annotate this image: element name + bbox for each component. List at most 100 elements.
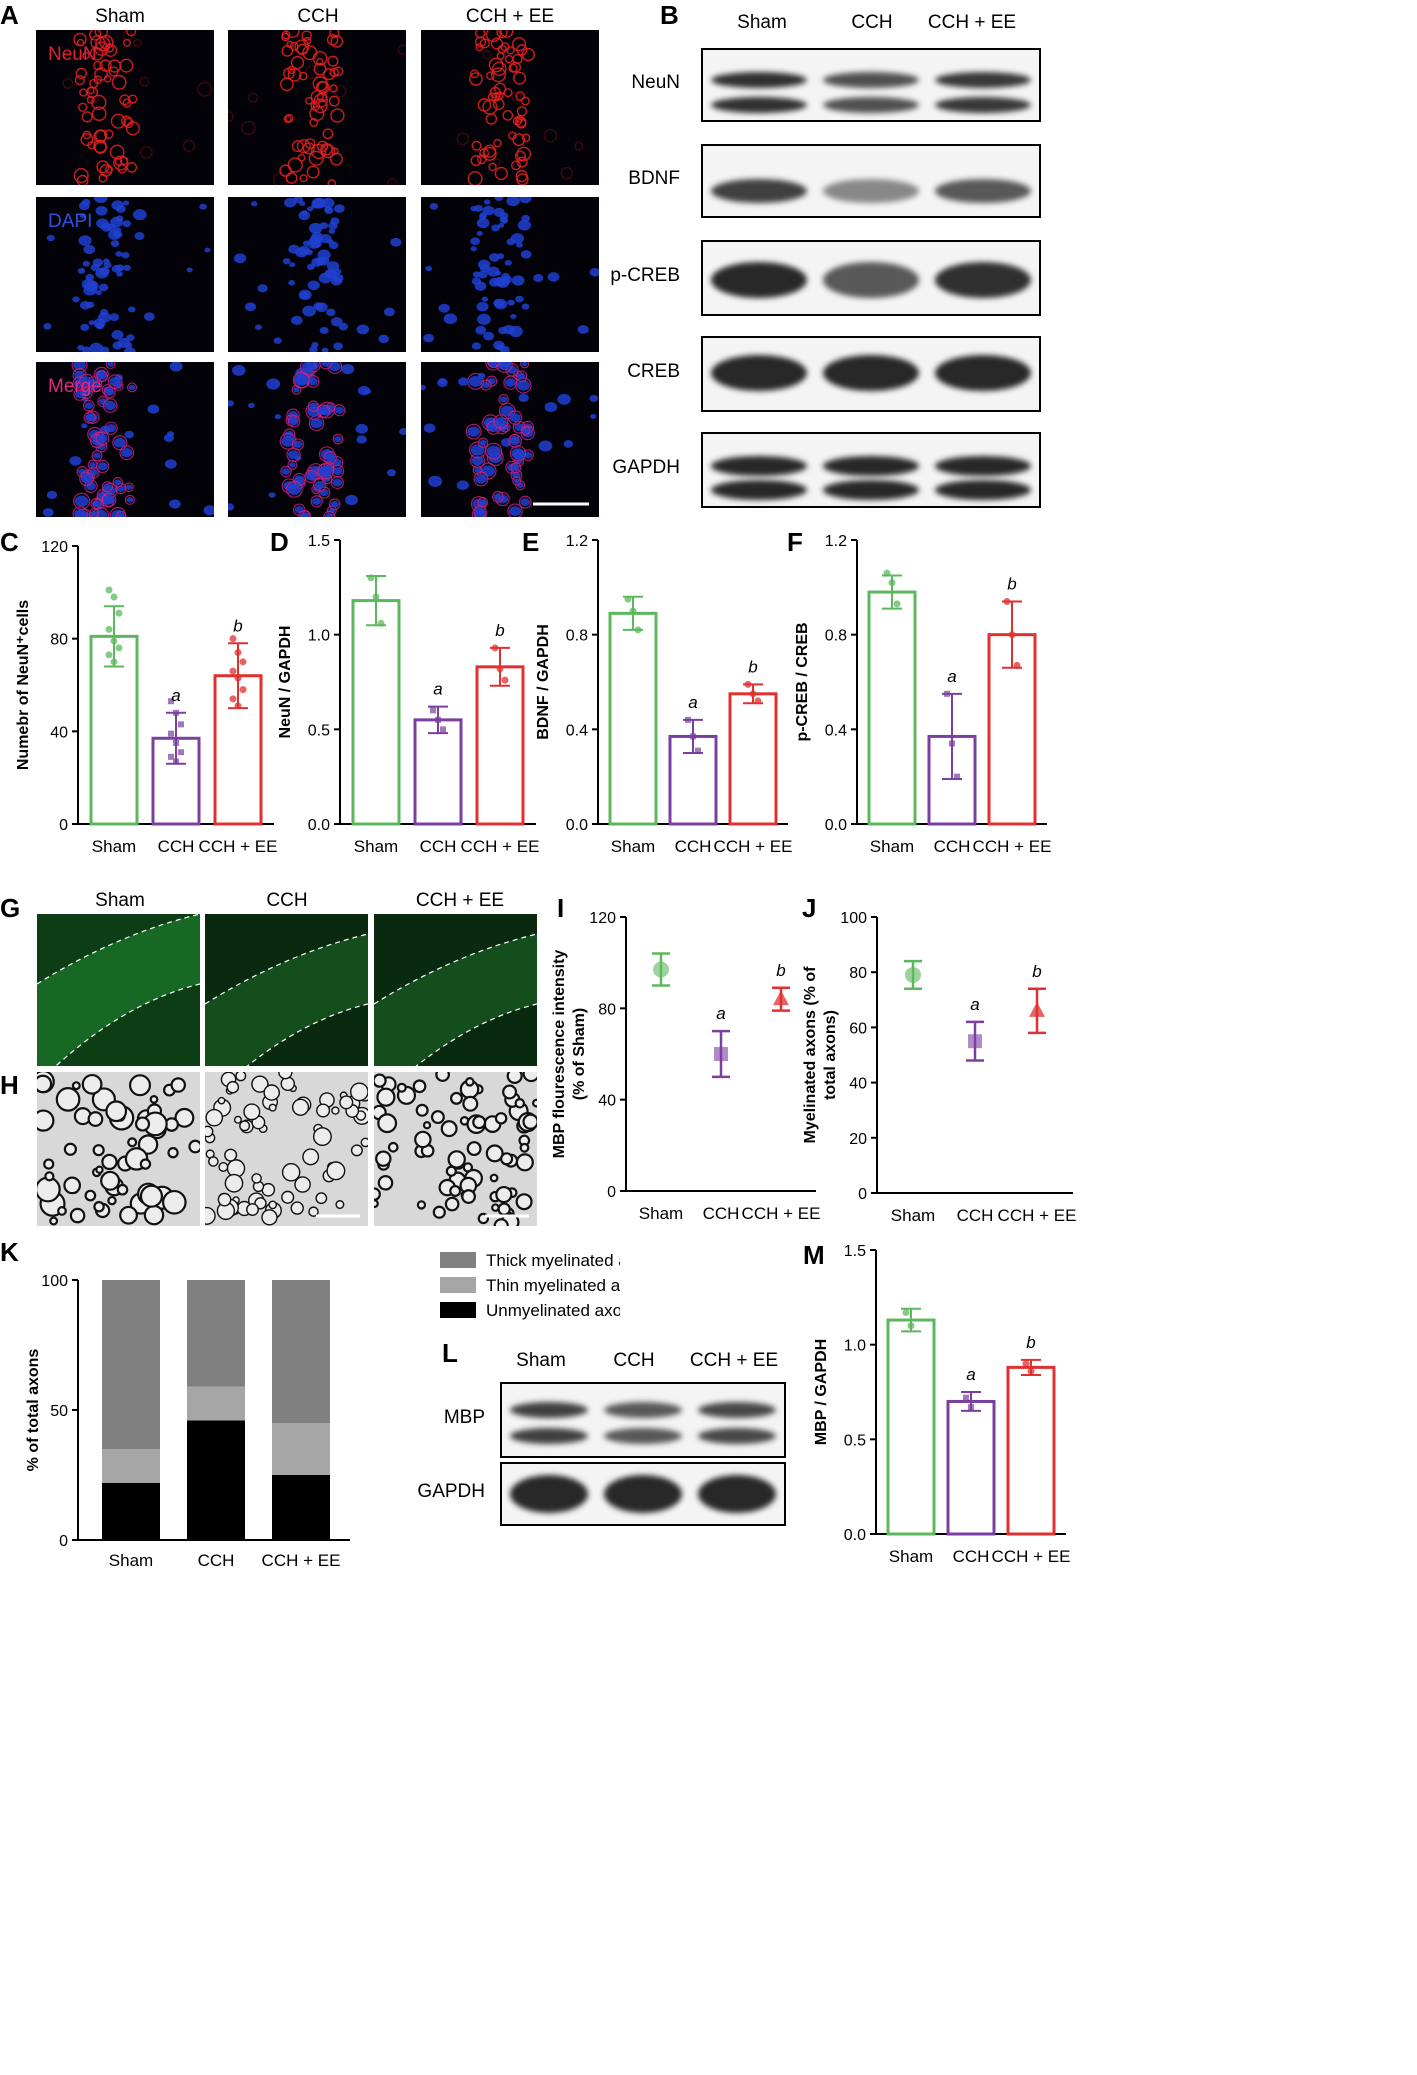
chart-d-neun-gapdh: 0.0 0.5 1.0 1.5 NeuN / GAPDH Sham a CCH b CCH + E… — [277, 533, 539, 856]
merge-nucleus — [355, 423, 368, 434]
data-point — [944, 690, 950, 697]
panel-label-l: L — [442, 1338, 458, 1368]
neun-cell — [500, 30, 514, 38]
merge-cell — [87, 459, 98, 470]
merge-cell — [317, 462, 335, 480]
merge-nucleus — [516, 380, 531, 391]
dapi-nucleus — [333, 204, 345, 213]
axon-profile — [422, 1121, 432, 1130]
neun-cell — [502, 110, 514, 121]
dapi-nucleus — [254, 324, 262, 331]
dapi-nucleus — [121, 252, 130, 259]
axon-profile — [412, 1079, 427, 1094]
data-point — [110, 658, 118, 666]
data-point — [115, 644, 123, 652]
merge-nucleus — [314, 480, 325, 490]
panel-label-m: M — [803, 1240, 825, 1270]
neun-cell — [496, 30, 508, 39]
y-axis-label: total axons) — [822, 1010, 839, 1100]
neun-cell — [309, 105, 325, 122]
axon-profile — [251, 1173, 262, 1184]
merge-cell — [119, 445, 135, 461]
axon-profile — [71, 1081, 81, 1091]
neun-cell — [122, 38, 131, 47]
dapi-nucleus — [496, 253, 505, 260]
significance-label: b — [776, 961, 785, 980]
merge-cell — [510, 462, 522, 474]
neun-cell — [120, 115, 133, 127]
neun-cell — [492, 98, 505, 111]
axon-profile — [205, 1108, 224, 1127]
boundary-upper — [37, 914, 200, 985]
panel-label-a: A — [0, 0, 19, 30]
merge-cell — [323, 510, 336, 517]
dapi-nucleus — [508, 325, 523, 338]
merge-nucleus — [513, 478, 520, 484]
neun-cell — [86, 86, 95, 95]
data-point — [888, 579, 896, 587]
data-point — [229, 635, 237, 643]
merge-cell — [509, 445, 527, 462]
merge-cell — [485, 442, 503, 460]
significance-label: b — [233, 616, 242, 635]
neun-cell — [73, 32, 87, 47]
merge-cell — [480, 379, 492, 391]
y-tick-label: 100 — [41, 1273, 68, 1290]
stack-segment-3 — [102, 1280, 160, 1449]
data-point — [624, 595, 632, 603]
merge-nucleus — [495, 416, 507, 427]
y-tick-label: 40 — [50, 724, 68, 741]
corpus-callosum — [205, 934, 368, 1066]
significance-label: b — [495, 621, 504, 640]
data-point — [690, 733, 696, 740]
neun-cell — [509, 61, 522, 73]
dapi-nucleus — [317, 249, 331, 261]
merge-nucleus — [319, 488, 329, 497]
axon-profile — [281, 1190, 295, 1204]
neun-cell — [504, 54, 514, 64]
dapi-nucleus — [81, 278, 96, 290]
axon-profile — [387, 1141, 399, 1153]
dapi-nucleus — [96, 218, 109, 229]
stack-segment-2 — [187, 1386, 245, 1421]
blot-band — [711, 480, 807, 500]
blot-band — [698, 1428, 776, 1444]
axon-profile — [162, 1189, 187, 1215]
x-tick-label: Sham — [870, 837, 914, 856]
merge-nucleus — [96, 434, 108, 443]
data-point — [1022, 1360, 1030, 1368]
dapi-nucleus — [491, 224, 500, 232]
legend-swatch — [440, 1277, 476, 1293]
neun-cell — [488, 57, 504, 73]
y-tick-label: 80 — [50, 632, 68, 649]
blot-band — [935, 456, 1031, 476]
merge-cell — [486, 375, 498, 387]
neun-cell — [104, 165, 114, 174]
dapi-nucleus — [95, 290, 102, 296]
dapi-nucleus — [122, 220, 132, 228]
merge-nucleus — [497, 362, 512, 370]
y-tick-label: 0 — [59, 817, 68, 834]
axon-profile — [280, 1076, 296, 1091]
merge-nucleus — [318, 407, 329, 416]
dapi-nucleus — [95, 267, 109, 279]
merge-nucleus — [468, 375, 483, 387]
merge-nucleus — [232, 364, 246, 376]
data-point — [968, 1404, 974, 1411]
axon-profile — [226, 1080, 240, 1094]
data-point — [496, 665, 504, 673]
axon-profile — [127, 1137, 138, 1148]
neun-cell — [197, 81, 213, 97]
neun-cell — [281, 45, 294, 57]
neun-cell — [123, 117, 134, 129]
neun-cell — [511, 36, 527, 52]
data-point — [1003, 598, 1011, 606]
merge-cell — [285, 481, 303, 498]
dapi-nucleus — [330, 217, 340, 225]
dapi-nucleus — [288, 280, 296, 286]
neun-cell — [317, 81, 330, 94]
merge-cell — [116, 510, 127, 517]
neun-cell — [91, 94, 107, 111]
data-point — [1013, 661, 1021, 669]
axon-profile — [290, 1201, 304, 1215]
